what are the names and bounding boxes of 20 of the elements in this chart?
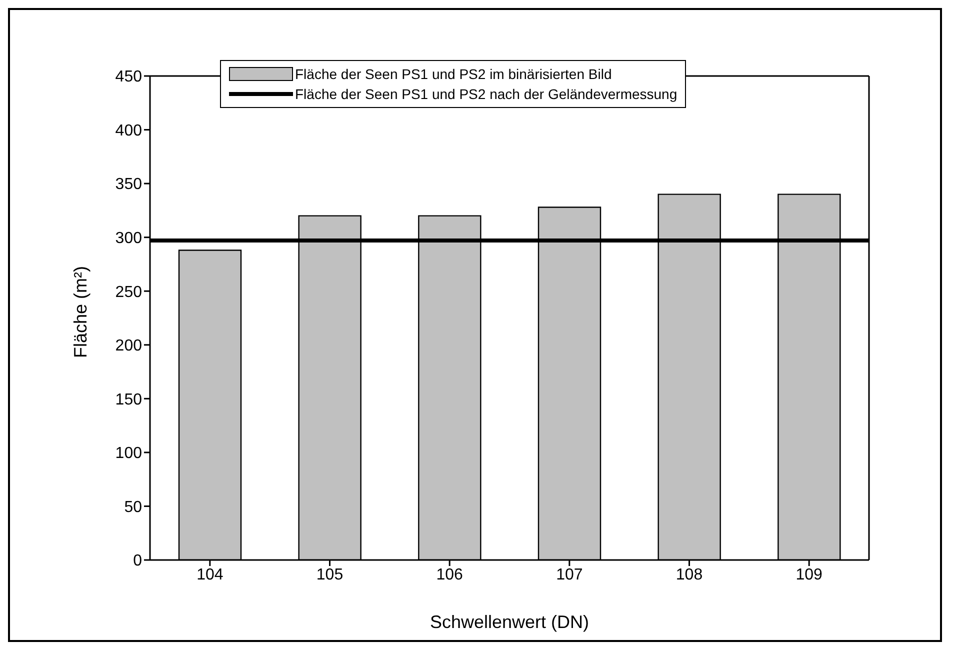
x-axis-title: Schwellenwert (DN) [430,612,590,632]
y-tick-label: 0 [133,552,142,570]
x-tick-label: 105 [316,566,344,584]
y-tick-label: 50 [124,498,142,516]
y-tick-label: 400 [115,122,142,140]
x-tick-label: 107 [556,566,583,584]
y-axis-title: Fläche (m²) [70,266,90,358]
y-tick-label: 100 [115,445,142,462]
x-tick-label: 104 [196,566,224,584]
x-tick-label: 109 [796,566,823,584]
legend-label: Fläche der Seen PS1 und PS2 nach der Geländevermessung [295,86,678,102]
y-tick-label: 300 [115,230,142,248]
y-tick-label: 350 [115,176,142,194]
y-tick-label: 450 [115,68,142,86]
legend-label: Fläche der Seen PS1 und PS2 im binärisierten Bild [295,66,612,82]
y-tick-label: 200 [115,338,142,355]
x-tick-label: 106 [436,566,464,584]
y-tick-label: 150 [115,391,142,408]
x-tick-label: 108 [676,566,703,584]
y-tick-label: 250 [115,284,142,301]
